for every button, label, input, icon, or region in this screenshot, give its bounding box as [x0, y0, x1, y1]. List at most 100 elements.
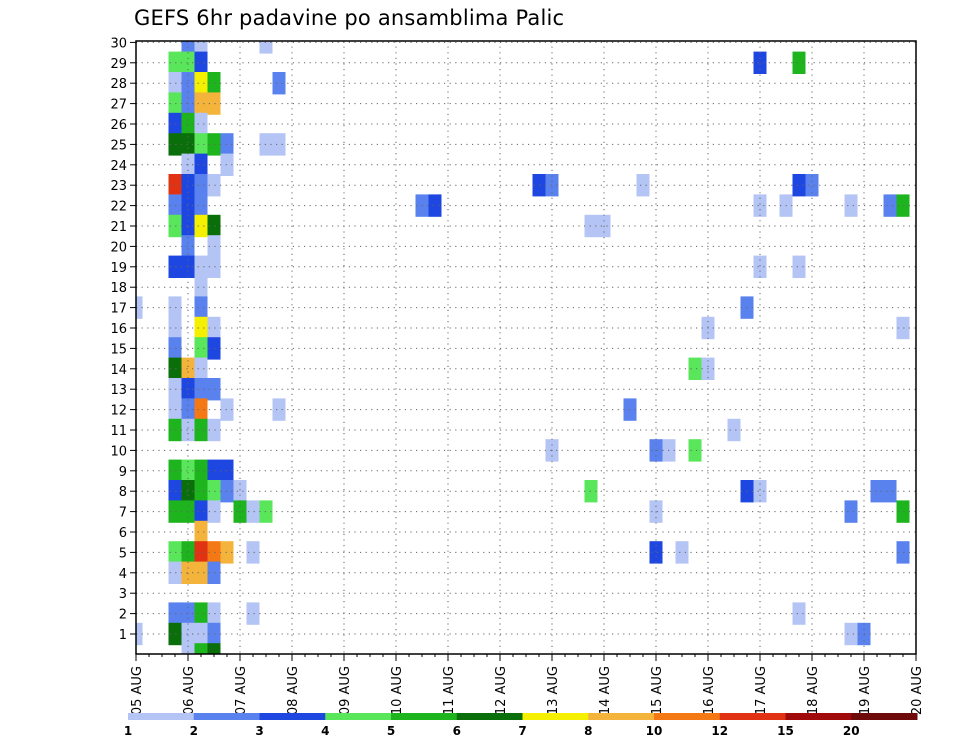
- heatmap-cell: [896, 541, 910, 564]
- heatmap-cell: [168, 622, 182, 646]
- heatmap-cell: [181, 459, 195, 482]
- heatmap-cell: [194, 296, 208, 319]
- heatmap-cell: [194, 357, 208, 380]
- heatmap-cell: [194, 112, 208, 136]
- heatmap-cell: [207, 622, 221, 646]
- heatmap-cell: [168, 112, 182, 136]
- heatmap-cell: [207, 133, 221, 156]
- heatmap-cell: [194, 72, 208, 95]
- y-tick-label: 25: [110, 138, 127, 153]
- heatmap-cell: [220, 480, 234, 503]
- heatmap-cell: [181, 480, 195, 503]
- heatmap-cell: [181, 194, 195, 217]
- gridlines: [136, 41, 916, 654]
- heatmap-cell: [246, 500, 260, 523]
- heatmap-cell: [233, 480, 247, 503]
- heatmap-cell: [220, 459, 234, 482]
- heatmap-cell: [220, 541, 234, 564]
- y-tick-label: 3: [119, 587, 127, 602]
- y-tick-label: 30: [110, 36, 127, 51]
- heatmap-cell: [194, 337, 208, 360]
- heatmap-cell: [194, 133, 208, 156]
- heatmap-cell: [259, 41, 273, 54]
- heatmap-cell: [168, 337, 182, 360]
- heatmap-cell: [181, 541, 195, 564]
- heatmap-cell: [649, 541, 663, 564]
- y-tick-label: 9: [119, 465, 127, 480]
- heatmap-cell: [194, 602, 208, 625]
- heatmap-cell: [194, 459, 208, 482]
- heatmap-cell: [246, 602, 260, 625]
- heatmap-cell: [207, 235, 221, 258]
- heatmap-cell: [181, 643, 195, 654]
- heatmap-cell: [194, 398, 208, 421]
- heatmap-cell: [194, 418, 208, 442]
- y-tick-label: 12: [110, 404, 127, 419]
- x-tick-label: 14 AUG: [598, 666, 613, 715]
- y-tick-label: 20: [110, 240, 127, 255]
- x-tick-label: 11 AUG: [442, 666, 457, 715]
- y-tick-label: 11: [110, 424, 127, 439]
- heatmap-cell: [207, 92, 221, 115]
- y-tick-label: 17: [110, 302, 127, 317]
- x-tick-label: 19 AUG: [858, 666, 873, 715]
- y-tick-label: 27: [110, 98, 127, 113]
- legend-swatch: [522, 713, 589, 720]
- legend-label: 8: [584, 724, 592, 738]
- legend-swatch: [654, 713, 721, 720]
- heatmap-cell: [194, 622, 208, 646]
- heatmap-cell: [220, 398, 234, 421]
- heatmap-cell: [883, 194, 897, 217]
- heatmap-cell: [181, 51, 195, 74]
- heatmap-cell: [168, 480, 182, 503]
- heatmap-cell: [792, 51, 806, 74]
- legend-label: 6: [453, 724, 461, 738]
- heatmap-cell: [220, 153, 234, 176]
- heatmap-cell: [727, 418, 741, 442]
- heatmap-cell: [207, 418, 221, 442]
- heatmap-cell: [194, 561, 208, 584]
- heatmap-cell: [194, 174, 208, 197]
- heatmap-cells: [136, 41, 910, 654]
- legend-swatch: [719, 713, 786, 720]
- y-tick-label: 19: [110, 261, 127, 276]
- heatmap-cell: [168, 561, 182, 584]
- heatmap-cell: [194, 378, 208, 401]
- heatmap-cell: [792, 602, 806, 625]
- heatmap-cell: [181, 235, 195, 258]
- heatmap-cell: [168, 174, 182, 197]
- heatmap-cell: [168, 357, 182, 380]
- legend-swatch: [193, 713, 260, 720]
- heatmap-cell: [168, 133, 182, 156]
- heatmap-cell: [753, 255, 767, 278]
- heatmap-cell: [272, 133, 286, 156]
- heatmap-cell: [168, 541, 182, 564]
- x-tick-label: 16 AUG: [702, 666, 717, 715]
- y-tick-label: 26: [110, 118, 127, 133]
- heatmap-cell: [753, 480, 767, 503]
- heatmap-cell: [272, 398, 286, 421]
- heatmap-cell: [168, 500, 182, 523]
- y-tick-label: 7: [119, 506, 127, 521]
- heatmap-cell: [194, 41, 208, 54]
- heatmap-cell: [194, 255, 208, 278]
- legend-label: 10: [646, 724, 663, 738]
- heatmap-cell: [168, 92, 182, 115]
- y-tick-label: 29: [110, 57, 127, 72]
- heatmap-cell: [207, 337, 221, 360]
- heatmap-cell: [844, 622, 858, 646]
- legend-swatch: [391, 713, 458, 720]
- heatmap-cell: [168, 255, 182, 278]
- heatmap-cell: [168, 398, 182, 421]
- heatmap-cell: [194, 214, 208, 238]
- heatmap-cell: [194, 643, 208, 654]
- chart-title: GEFS 6hr padavine po ansamblima Palic: [134, 6, 565, 30]
- x-tick-label: 08 AUG: [286, 666, 301, 715]
- y-tick-label: 18: [110, 281, 127, 296]
- legend-label: 15: [777, 724, 794, 738]
- y-tick-label: 1: [119, 628, 127, 643]
- heatmap-cell: [181, 72, 195, 95]
- heatmap-cell: [207, 316, 221, 340]
- heatmap-cell: [207, 561, 221, 584]
- heatmap-cell: [194, 480, 208, 503]
